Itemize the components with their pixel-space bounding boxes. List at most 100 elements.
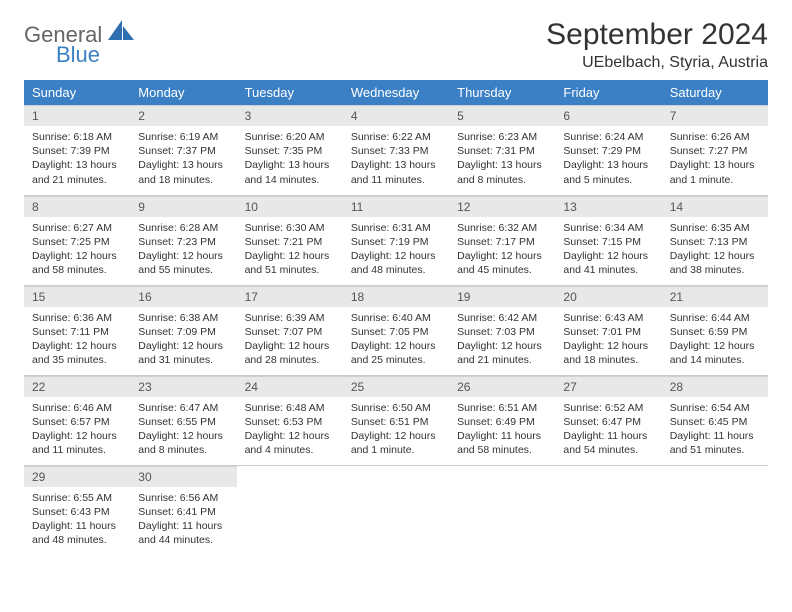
calendar-cell: 22Sunrise: 6:46 AMSunset: 6:57 PMDayligh… <box>24 375 130 465</box>
sunrise-line: Sunrise: 6:40 AM <box>351 311 441 325</box>
calendar-cell: 21Sunrise: 6:44 AMSunset: 6:59 PMDayligh… <box>662 285 768 375</box>
daylight-line: Daylight: 12 hours and 35 minutes. <box>32 339 122 367</box>
sunset-line: Sunset: 7:09 PM <box>138 325 228 339</box>
day-number: 10 <box>237 196 343 217</box>
calendar-cell: 30Sunrise: 6:56 AMSunset: 6:41 PMDayligh… <box>130 465 236 555</box>
calendar-cell: 29Sunrise: 6:55 AMSunset: 6:43 PMDayligh… <box>24 465 130 555</box>
day-number: 23 <box>130 376 236 397</box>
sunset-line: Sunset: 7:29 PM <box>563 144 653 158</box>
calendar-cell: 15Sunrise: 6:36 AMSunset: 7:11 PMDayligh… <box>24 285 130 375</box>
calendar-row: 29Sunrise: 6:55 AMSunset: 6:43 PMDayligh… <box>24 465 768 555</box>
day-content: Sunrise: 6:47 AMSunset: 6:55 PMDaylight:… <box>130 397 236 464</box>
brand-text-2: Blue <box>56 44 134 66</box>
sunset-line: Sunset: 6:57 PM <box>32 415 122 429</box>
calendar-cell: 24Sunrise: 6:48 AMSunset: 6:53 PMDayligh… <box>237 375 343 465</box>
day-content: Sunrise: 6:39 AMSunset: 7:07 PMDaylight:… <box>237 307 343 374</box>
sunset-line: Sunset: 7:05 PM <box>351 325 441 339</box>
sunrise-line: Sunrise: 6:50 AM <box>351 401 441 415</box>
day-number: 5 <box>449 105 555 126</box>
sunrise-line: Sunrise: 6:51 AM <box>457 401 547 415</box>
calendar-cell: . <box>237 465 343 555</box>
day-number: 6 <box>555 105 661 126</box>
day-content: Sunrise: 6:56 AMSunset: 6:41 PMDaylight:… <box>130 487 236 554</box>
day-content: Sunrise: 6:40 AMSunset: 7:05 PMDaylight:… <box>343 307 449 374</box>
day-content: Sunrise: 6:38 AMSunset: 7:09 PMDaylight:… <box>130 307 236 374</box>
calendar-row: 22Sunrise: 6:46 AMSunset: 6:57 PMDayligh… <box>24 375 768 465</box>
daylight-line: Daylight: 12 hours and 18 minutes. <box>563 339 653 367</box>
sail-icon <box>108 20 134 42</box>
day-number: 26 <box>449 376 555 397</box>
sunrise-line: Sunrise: 6:48 AM <box>245 401 335 415</box>
brand-logo: General Blue <box>24 18 134 66</box>
day-number: 4 <box>343 105 449 126</box>
daylight-line: Daylight: 13 hours and 5 minutes. <box>563 158 653 186</box>
calendar-cell: . <box>343 465 449 555</box>
day-number: 29 <box>24 466 130 487</box>
calendar-cell: 5Sunrise: 6:23 AMSunset: 7:31 PMDaylight… <box>449 105 555 195</box>
daylight-line: Daylight: 11 hours and 48 minutes. <box>32 519 122 547</box>
calendar-cell: 1Sunrise: 6:18 AMSunset: 7:39 PMDaylight… <box>24 105 130 195</box>
daylight-line: Daylight: 13 hours and 21 minutes. <box>32 158 122 186</box>
calendar-cell: . <box>662 465 768 555</box>
calendar-cell: 7Sunrise: 6:26 AMSunset: 7:27 PMDaylight… <box>662 105 768 195</box>
day-header: Saturday <box>662 80 768 105</box>
calendar-cell: 25Sunrise: 6:50 AMSunset: 6:51 PMDayligh… <box>343 375 449 465</box>
calendar-cell: 16Sunrise: 6:38 AMSunset: 7:09 PMDayligh… <box>130 285 236 375</box>
sunrise-line: Sunrise: 6:20 AM <box>245 130 335 144</box>
day-number: 7 <box>662 105 768 126</box>
calendar-cell: 8Sunrise: 6:27 AMSunset: 7:25 PMDaylight… <box>24 195 130 285</box>
day-header: Tuesday <box>237 80 343 105</box>
calendar-row: 1Sunrise: 6:18 AMSunset: 7:39 PMDaylight… <box>24 105 768 195</box>
sunset-line: Sunset: 7:31 PM <box>457 144 547 158</box>
sunrise-line: Sunrise: 6:39 AM <box>245 311 335 325</box>
day-number: 11 <box>343 196 449 217</box>
sunset-line: Sunset: 7:21 PM <box>245 235 335 249</box>
day-content: Sunrise: 6:44 AMSunset: 6:59 PMDaylight:… <box>662 307 768 374</box>
daylight-line: Daylight: 12 hours and 41 minutes. <box>563 249 653 277</box>
sunrise-line: Sunrise: 6:44 AM <box>670 311 760 325</box>
sunset-line: Sunset: 6:49 PM <box>457 415 547 429</box>
brand-text: General Blue <box>24 18 134 66</box>
sunrise-line: Sunrise: 6:22 AM <box>351 130 441 144</box>
daylight-line: Daylight: 13 hours and 8 minutes. <box>457 158 547 186</box>
calendar-row: 15Sunrise: 6:36 AMSunset: 7:11 PMDayligh… <box>24 285 768 375</box>
daylight-line: Daylight: 11 hours and 51 minutes. <box>670 429 760 457</box>
day-content: Sunrise: 6:51 AMSunset: 6:49 PMDaylight:… <box>449 397 555 464</box>
sunset-line: Sunset: 6:53 PM <box>245 415 335 429</box>
sunset-line: Sunset: 6:41 PM <box>138 505 228 519</box>
sunrise-line: Sunrise: 6:56 AM <box>138 491 228 505</box>
day-content: Sunrise: 6:32 AMSunset: 7:17 PMDaylight:… <box>449 217 555 284</box>
sunset-line: Sunset: 7:03 PM <box>457 325 547 339</box>
sunset-line: Sunset: 7:01 PM <box>563 325 653 339</box>
daylight-line: Daylight: 12 hours and 1 minute. <box>351 429 441 457</box>
sunset-line: Sunset: 7:25 PM <box>32 235 122 249</box>
calendar-cell: . <box>555 465 661 555</box>
day-number: 20 <box>555 286 661 307</box>
day-number: 13 <box>555 196 661 217</box>
sunset-line: Sunset: 7:15 PM <box>563 235 653 249</box>
day-header: Thursday <box>449 80 555 105</box>
daylight-line: Daylight: 12 hours and 25 minutes. <box>351 339 441 367</box>
day-content: Sunrise: 6:55 AMSunset: 6:43 PMDaylight:… <box>24 487 130 554</box>
sunrise-line: Sunrise: 6:38 AM <box>138 311 228 325</box>
daylight-line: Daylight: 12 hours and 21 minutes. <box>457 339 547 367</box>
calendar-cell: 9Sunrise: 6:28 AMSunset: 7:23 PMDaylight… <box>130 195 236 285</box>
sunrise-line: Sunrise: 6:27 AM <box>32 221 122 235</box>
calendar-cell: 11Sunrise: 6:31 AMSunset: 7:19 PMDayligh… <box>343 195 449 285</box>
sunset-line: Sunset: 7:23 PM <box>138 235 228 249</box>
day-content: Sunrise: 6:26 AMSunset: 7:27 PMDaylight:… <box>662 126 768 193</box>
calendar-cell: . <box>449 465 555 555</box>
day-content: Sunrise: 6:30 AMSunset: 7:21 PMDaylight:… <box>237 217 343 284</box>
sunrise-line: Sunrise: 6:35 AM <box>670 221 760 235</box>
day-content: Sunrise: 6:42 AMSunset: 7:03 PMDaylight:… <box>449 307 555 374</box>
calendar-cell: 13Sunrise: 6:34 AMSunset: 7:15 PMDayligh… <box>555 195 661 285</box>
day-number: 30 <box>130 466 236 487</box>
header: General Blue September 2024 UEbelbach, S… <box>24 18 768 72</box>
day-header: Sunday <box>24 80 130 105</box>
sunrise-line: Sunrise: 6:36 AM <box>32 311 122 325</box>
calendar-cell: 10Sunrise: 6:30 AMSunset: 7:21 PMDayligh… <box>237 195 343 285</box>
calendar-cell: 4Sunrise: 6:22 AMSunset: 7:33 PMDaylight… <box>343 105 449 195</box>
day-content: Sunrise: 6:22 AMSunset: 7:33 PMDaylight:… <box>343 126 449 193</box>
sunrise-line: Sunrise: 6:18 AM <box>32 130 122 144</box>
daylight-line: Daylight: 11 hours and 54 minutes. <box>563 429 653 457</box>
